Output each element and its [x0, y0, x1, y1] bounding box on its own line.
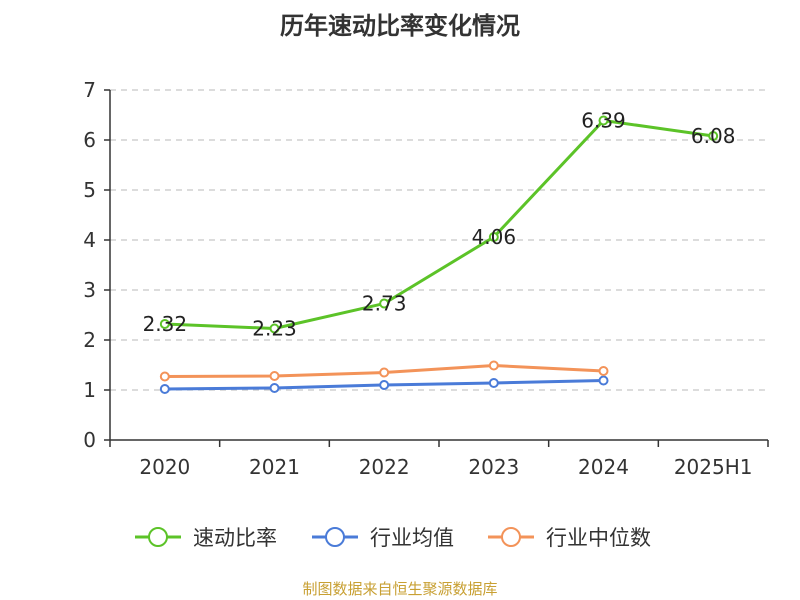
y-tick-label-5: 5: [83, 178, 96, 202]
data-label-2: 2.73: [362, 292, 407, 316]
series-2-point-4: [598, 366, 609, 376]
series-lines: [159, 115, 719, 394]
y-tick-label-2: 2: [83, 328, 96, 352]
series-1-point-0: [159, 384, 170, 394]
series-1-point-3: [488, 378, 499, 388]
y-tick-label-0: 0: [83, 428, 96, 452]
series-2-point-0: [159, 371, 170, 382]
legend-label-0: 速动比率: [193, 526, 277, 550]
data-label-4: 6.39: [581, 109, 626, 133]
data-labels: 2.32 2.23 2.73 4.06 6.39 6.08: [143, 109, 736, 341]
legend-swatch-marker-2: [501, 527, 521, 547]
axes: 0 1 2 3 4 5 6 7 2020 2021 2022 2023 2024 2025H1: [83, 78, 769, 479]
data-source-note: 制图数据来自恒生聚源数据库: [302, 580, 498, 598]
series-2-point-3: [488, 360, 499, 371]
series-2-point-2: [379, 367, 390, 378]
series-0-point-3: [488, 232, 499, 242]
series-0-point-1: [269, 323, 280, 334]
legend-item-2: 行业中位数: [488, 526, 651, 550]
legend-swatch-marker-1: [325, 527, 345, 547]
x-tick-label-2023: 2023: [468, 455, 519, 479]
legend-item-1: 行业均值: [312, 526, 454, 550]
series-2-point-1: [269, 371, 280, 381]
series-1-point-2: [379, 380, 390, 390]
grid-lines: [110, 89, 768, 391]
y-tick-label-3: 3: [83, 278, 96, 302]
x-tick-label-2025H1: 2025H1: [674, 455, 753, 479]
legend-swatch-marker-0: [148, 527, 168, 547]
data-label-0: 2.32: [143, 312, 188, 336]
series-0-point-0: [159, 319, 170, 329]
series-line-0: [164, 119, 714, 330]
legend-label-1: 行业均值: [370, 526, 454, 550]
legend: 速动比率 行业均值 行业中位数: [135, 526, 651, 550]
y-tick-label-6: 6: [83, 128, 96, 152]
series-0-point-2: [379, 298, 390, 309]
legend-label-2: 行业中位数: [546, 526, 651, 550]
series-1-point-4: [598, 375, 609, 386]
y-tick-label-4: 4: [83, 228, 96, 252]
x-tick-label-2020: 2020: [139, 455, 190, 479]
y-tick-label-1: 1: [83, 378, 96, 402]
chart-title: 历年速动比率变化情况: [280, 12, 520, 40]
series-0-point-5: [708, 131, 719, 141]
series-0-point-4: [598, 115, 609, 126]
series-1-point-1: [269, 383, 280, 393]
legend-item-0: 速动比率: [135, 526, 277, 550]
x-tick-label-2022: 2022: [359, 455, 410, 479]
y-tick-label-7: 7: [83, 78, 96, 102]
data-label-5: 6.08: [691, 124, 736, 148]
x-tick-label-2021: 2021: [249, 455, 300, 479]
data-label-1: 2.23: [252, 317, 297, 341]
x-tick-label-2024: 2024: [578, 455, 629, 479]
data-label-3: 4.06: [472, 225, 517, 249]
